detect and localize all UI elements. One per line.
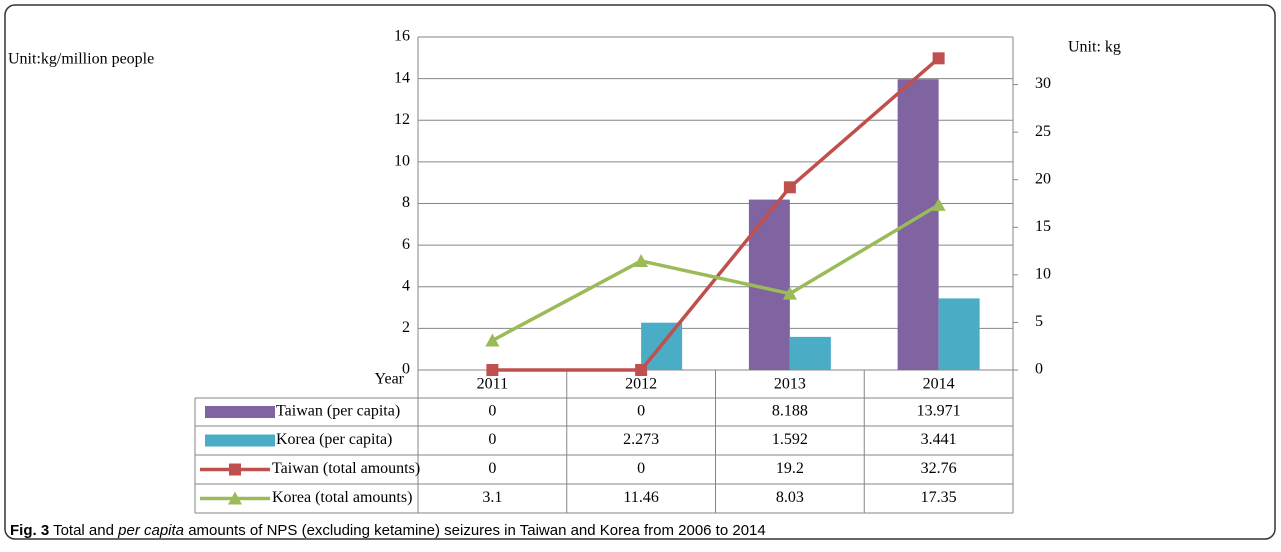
table-value: 0 xyxy=(488,431,496,448)
caption-italic: per capita xyxy=(117,522,184,539)
bar xyxy=(789,336,831,370)
marker xyxy=(932,52,945,65)
caption: Fig. 3 Total and per capita amounts of N… xyxy=(10,522,766,539)
caption-text: amounts of NPS (excluding ketamine) seiz… xyxy=(188,522,766,539)
legend-label: Taiwan (per capita) xyxy=(276,403,400,420)
bar xyxy=(938,298,980,370)
marker xyxy=(228,491,242,505)
y-tick-label: 2 xyxy=(402,319,410,336)
y2-axis-label: Unit: kg xyxy=(1068,39,1121,56)
legend-label: Korea (per capita) xyxy=(276,431,392,448)
y-tick-label: 6 xyxy=(402,236,410,253)
line xyxy=(492,56,940,372)
y2-tick-label: 10 xyxy=(1035,266,1051,283)
y-tick-label: 10 xyxy=(394,153,410,170)
x-tick-label: 2011 xyxy=(477,376,508,393)
marker xyxy=(931,197,946,211)
x-tick-label: 2014 xyxy=(923,376,955,393)
x-tick-label: 2013 xyxy=(774,376,806,393)
marker xyxy=(229,463,241,476)
marker xyxy=(485,333,500,347)
table-value: 0 xyxy=(637,403,645,420)
table-value: 3.1 xyxy=(482,489,502,506)
table-value: 2.273 xyxy=(623,431,659,448)
table-value: 0 xyxy=(637,460,645,477)
legend-key xyxy=(205,434,275,447)
table-value: 0 xyxy=(488,460,496,477)
table-value: 0 xyxy=(488,403,496,420)
y-axis-label: Unit:kg/million people xyxy=(8,51,154,68)
marker xyxy=(782,286,797,300)
y-tick-label: 0 xyxy=(402,361,410,378)
legend-label: Taiwan (total amounts) xyxy=(272,460,420,477)
x-tick-label: 2012 xyxy=(625,376,657,393)
y-tick-label: 14 xyxy=(394,69,410,86)
legend-label: Korea (total amounts) xyxy=(272,489,412,506)
line xyxy=(491,203,940,343)
table-value: 8.03 xyxy=(776,489,804,506)
table-value: 11.46 xyxy=(623,489,658,506)
marker xyxy=(635,364,648,376)
table-value: 17.35 xyxy=(921,489,957,506)
y2-tick-label: 15 xyxy=(1035,218,1051,235)
y-tick-label: 12 xyxy=(394,111,410,128)
marker xyxy=(783,181,796,194)
table-value: 19.2 xyxy=(776,460,804,477)
table-value: 13.971 xyxy=(917,403,961,420)
y-tick-label: 8 xyxy=(402,194,410,211)
frame xyxy=(4,4,1276,540)
y2-tick-label: 25 xyxy=(1035,123,1051,140)
table-value: 3.441 xyxy=(921,431,957,448)
x-axis-label: Year xyxy=(375,371,405,388)
y2-tick-label: 5 xyxy=(1035,313,1043,330)
y2-tick-label: 0 xyxy=(1035,361,1043,378)
y2-tick-label: 20 xyxy=(1035,170,1051,187)
y2-tick-label: 30 xyxy=(1035,75,1051,92)
marker xyxy=(634,253,649,267)
table-value: 32.76 xyxy=(921,460,957,477)
table-value: 8.188 xyxy=(772,403,808,420)
marker xyxy=(486,364,499,376)
y-tick-label: 16 xyxy=(394,28,410,45)
table-value: 1.592 xyxy=(772,431,808,448)
caption-label: Fig. 3 xyxy=(10,522,49,539)
y-tick-label: 4 xyxy=(402,277,410,294)
caption-text: Total and xyxy=(53,522,114,539)
legend-key xyxy=(205,406,275,418)
